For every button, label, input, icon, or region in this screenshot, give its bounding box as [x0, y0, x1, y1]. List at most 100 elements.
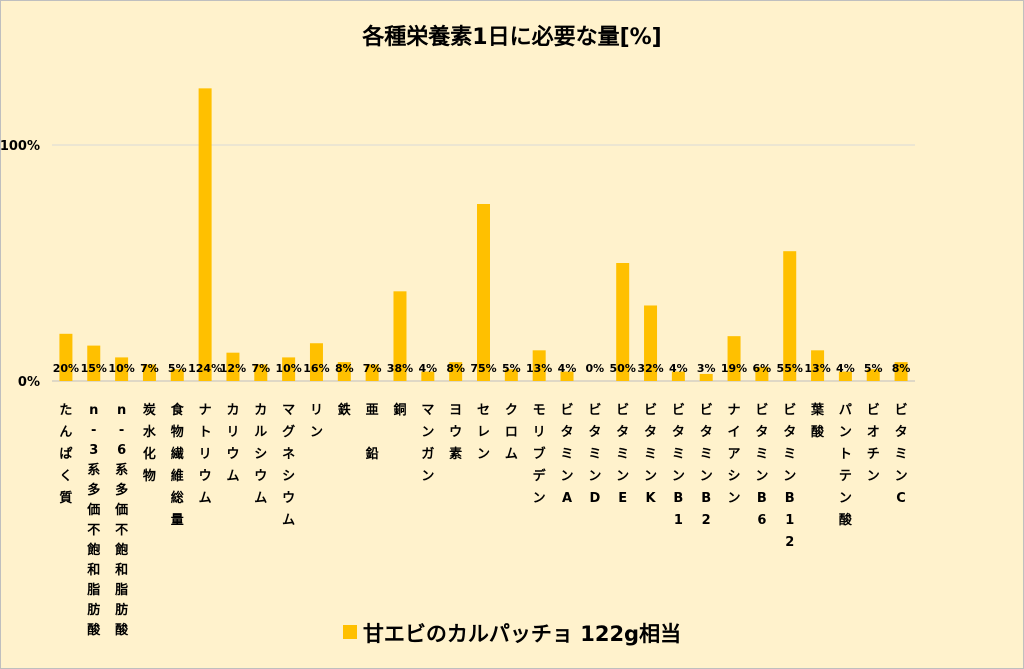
- data-label: 5%: [864, 362, 883, 375]
- bar: [755, 366, 769, 381]
- category-label: n -6 系多価不飽和脂肪酸: [114, 403, 129, 638]
- data-label: 38%: [387, 362, 413, 375]
- data-labels: 20% 15% 10% 7% 5% 124%12% 7% 10% 16% 8% 7% 38% 4% 8% 7…: [53, 362, 911, 375]
- category-label: セレン: [477, 403, 490, 462]
- bar: [421, 371, 435, 381]
- category-label: カルシウム: [254, 403, 267, 506]
- bar: [866, 369, 880, 381]
- category-label: モリブデン: [533, 403, 547, 506]
- category-label: ビタミン B 1: [672, 402, 685, 528]
- category-label: ビタミン A: [561, 402, 574, 506]
- bar: [504, 369, 518, 381]
- category-label: リン: [310, 403, 323, 440]
- data-label: 20%: [53, 362, 79, 375]
- data-label: 75%: [470, 362, 496, 375]
- data-label: 7%: [140, 362, 159, 375]
- data-label: 6%: [753, 362, 772, 375]
- data-label: 16%: [303, 362, 329, 375]
- data-label: 10%: [108, 362, 134, 375]
- legend-swatch: [342, 625, 357, 639]
- category-label: クロム: [505, 403, 518, 462]
- data-label: 50%: [610, 362, 636, 375]
- bar: [616, 263, 630, 381]
- category-label: パントテン酸: [839, 403, 853, 528]
- data-label: 7%: [363, 362, 382, 375]
- category-label: ビタミン C: [895, 402, 908, 506]
- bar: [59, 333, 73, 381]
- bar: [449, 362, 463, 381]
- bar: [365, 364, 379, 381]
- category-label: 銅: [393, 402, 406, 418]
- category-label: ヨウ素: [449, 403, 462, 462]
- bar: [115, 357, 129, 381]
- data-label: 10%: [275, 362, 301, 375]
- bar: [309, 343, 323, 381]
- data-label: 8%: [446, 362, 465, 375]
- data-label: 19%: [721, 362, 747, 375]
- category-label: 食物繊維総量: [171, 402, 185, 528]
- category-label: ビタミン D: [588, 402, 601, 506]
- data-label: 7%: [251, 362, 270, 375]
- data-label: 8%: [892, 362, 911, 375]
- data-label: 4%: [558, 362, 577, 375]
- bar: [198, 88, 212, 382]
- y-tick-label: 100%: [0, 139, 40, 154]
- category-label: 鉄: [338, 402, 351, 418]
- bars: [59, 88, 908, 382]
- data-label: 55%: [777, 362, 803, 375]
- bar: [170, 369, 184, 381]
- category-label: マンガン: [421, 403, 434, 484]
- legend: 甘エビのカルパッチョ 122g相当: [0, 618, 1024, 648]
- y-tick-label: 0%: [18, 375, 40, 390]
- data-label: 32%: [637, 362, 663, 375]
- data-label: 5%: [168, 362, 187, 375]
- category-label: ビタミン B 2: [700, 402, 713, 528]
- bar: [699, 373, 713, 381]
- bar: [894, 362, 908, 381]
- legend-label: 甘エビのカルパッチョ 122g相当: [362, 622, 682, 646]
- category-label: 亜 鉛: [366, 403, 379, 462]
- bar: [393, 291, 407, 381]
- category-label: ビタミン B 6: [755, 402, 768, 528]
- category-label: ビオチン: [867, 402, 880, 484]
- data-label: 5%: [502, 362, 521, 375]
- bar: [727, 336, 741, 381]
- data-label: 13%: [526, 362, 552, 375]
- category-label: マグネシウム: [282, 403, 295, 528]
- data-label: 12%: [220, 362, 246, 375]
- data-label: 8%: [335, 362, 354, 375]
- chart-title: 各種栄養素1日に必要な量[%]: [361, 24, 661, 50]
- category-label: n -3 系多価不飽和脂肪酸: [86, 403, 101, 638]
- category-label: ビタミン B 1 2: [783, 402, 796, 550]
- category-label: ナトリウム: [199, 403, 212, 506]
- category-label: カリウム: [226, 403, 239, 484]
- bar: [671, 371, 685, 381]
- bar: [254, 364, 268, 381]
- data-label: 0%: [586, 362, 605, 375]
- data-label: 3%: [697, 362, 716, 375]
- bar: [142, 364, 156, 381]
- category-label: ビタミン K: [644, 402, 657, 506]
- category-label: たんぱく質: [59, 403, 72, 506]
- category-label: ナイアシン: [728, 403, 741, 506]
- category-label: 炭水化物: [143, 402, 157, 484]
- category-label: ビタミン E: [616, 402, 629, 506]
- data-label: 4%: [836, 362, 855, 375]
- y-axis-ticks: 0% 100%: [0, 139, 40, 390]
- data-label: 15%: [81, 362, 107, 375]
- bar: [282, 357, 296, 381]
- bar: [644, 305, 658, 381]
- bar: [838, 371, 852, 381]
- bar: [783, 251, 797, 381]
- bar: [811, 350, 825, 381]
- category-label: 葉酸: [810, 402, 825, 440]
- bar: [337, 362, 351, 381]
- data-label: 13%: [804, 362, 830, 375]
- bar: [226, 352, 240, 381]
- bar: [477, 204, 490, 381]
- data-label: 4%: [669, 362, 688, 375]
- bar: [560, 371, 574, 381]
- bar: [87, 345, 101, 381]
